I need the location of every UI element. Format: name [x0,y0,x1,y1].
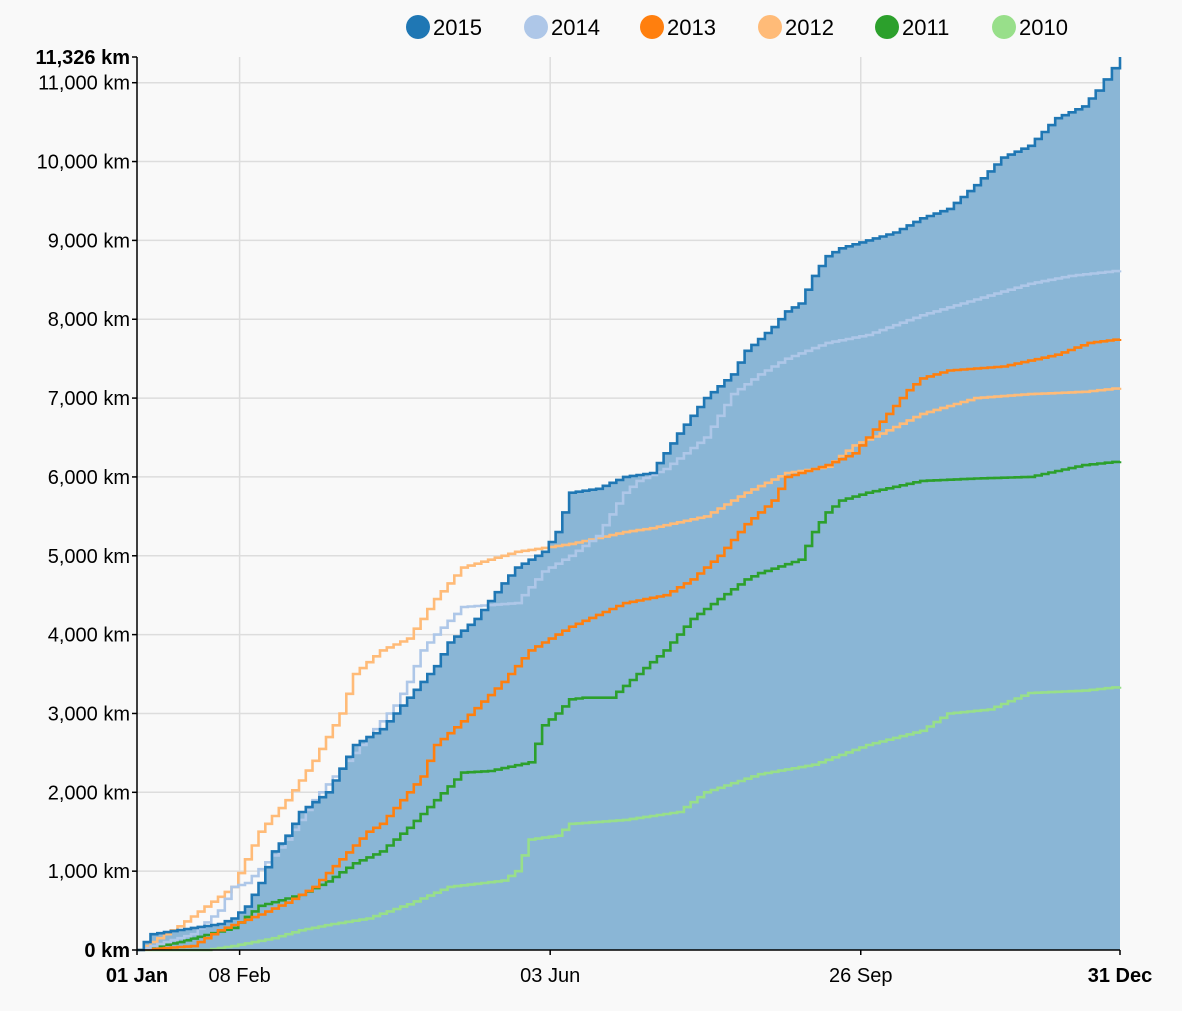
y-tick-label: 11,326 km [35,47,130,69]
x-tick-label: 01 Jan [106,965,168,987]
series-line-2012 [137,387,1122,952]
legend-swatch-2011 [875,15,899,39]
y-tick-label: 2,000 km [48,782,130,804]
y-tick-label: 4,000 km [48,625,130,647]
axes: 0 km 1,000 km 2,000 km 3,000 km 4,000 km 5,00… [35,47,1152,987]
x-tick-label: 31 Dec [1088,965,1153,987]
y-tick-label: 6,000 km [48,467,130,489]
legend-swatch-2015 [406,15,430,39]
series-line-2015 [137,57,1122,952]
legend-item-2012[interactable]: 2012 [758,15,834,40]
y-tick-label: 5,000 km [48,546,130,568]
x-tick-label: 08 Feb [208,965,270,987]
y-tick-label: 9,000 km [48,230,130,252]
legend-label-2012: 2012 [785,15,834,40]
legend-item-2010[interactable]: 2010 [992,15,1068,40]
legend: 2015 2014 2013 2012 2011 2010 [406,15,1068,40]
series-areas [137,57,1120,950]
x-tick-label: 26 Sep [829,965,892,987]
legend-label-2013: 2013 [667,15,716,40]
x-tick-label: 03 Jun [520,965,580,987]
y-tick-label: 11,000 km [38,73,130,95]
series-line-2013 [137,338,1122,952]
legend-item-2015[interactable]: 2015 [406,15,482,40]
y-tick-label: 1,000 km [48,861,130,883]
legend-swatch-2014 [524,15,548,39]
legend-item-2013[interactable]: 2013 [640,15,716,40]
legend-label-2014: 2014 [551,15,600,40]
area-2015 [137,57,1120,950]
y-tick-label: 0 km [84,940,130,962]
y-tick-label: 7,000 km [48,388,130,410]
legend-item-2014[interactable]: 2014 [524,15,600,40]
series-lines [137,57,1122,952]
legend-label-2011: 2011 [902,15,949,40]
series-line-2014 [137,269,1122,952]
y-tick-label: 3,000 km [48,703,130,725]
y-tick-label: 8,000 km [48,309,130,331]
legend-item-2011[interactable]: 2011 [875,15,949,40]
legend-swatch-2012 [758,15,782,39]
legend-swatch-2013 [640,15,664,39]
series-line-2010 [137,686,1122,952]
legend-swatch-2010 [992,15,1016,39]
legend-label-2015: 2015 [433,15,482,40]
y-tick-label: 10,000 km [37,152,130,174]
legend-label-2010: 2010 [1019,15,1068,40]
